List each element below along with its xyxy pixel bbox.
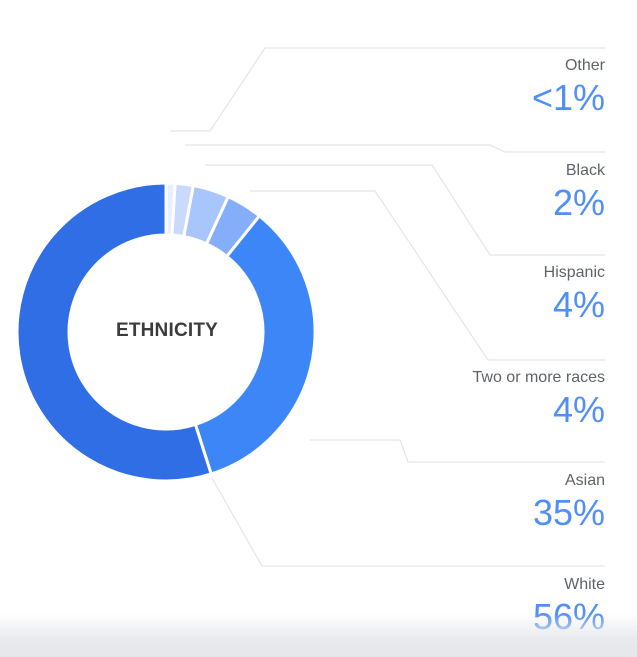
legend-name: White [564,576,605,593]
donut-slices [15,181,317,483]
connector-line [170,47,605,132]
legend-item-hispanic: Hispanic 4% [544,263,605,325]
slice-asian [193,213,317,476]
legend-value: 4% [552,389,605,430]
connector-line [185,144,605,153]
connector-line [205,164,605,256]
connector-lines [170,47,605,567]
connector-line [250,190,605,361]
legend-name: Hispanic [543,264,605,281]
connector-line [211,477,605,567]
donut-center-label: ETHNICITY [115,320,219,341]
legend-value: 35% [532,492,605,533]
legend-name: Other [564,57,605,74]
legend-item-black: Black 2% [553,161,605,223]
legend-value: <1% [531,77,605,118]
slice-white [15,181,214,483]
bottom-fade [0,613,637,657]
legend-value: 4% [552,284,605,325]
legend-item-other: Other <1% [532,56,605,118]
legend-name: Asian [564,472,605,489]
legend-value: 2% [552,182,605,223]
legend-name: Two or more races [472,369,605,386]
legend-item-two-or-more-races: Two or more races 4% [473,368,605,430]
legend-item-asian: Asian 35% [533,471,605,533]
legend-name: Black [565,162,605,179]
connector-line [310,439,605,463]
